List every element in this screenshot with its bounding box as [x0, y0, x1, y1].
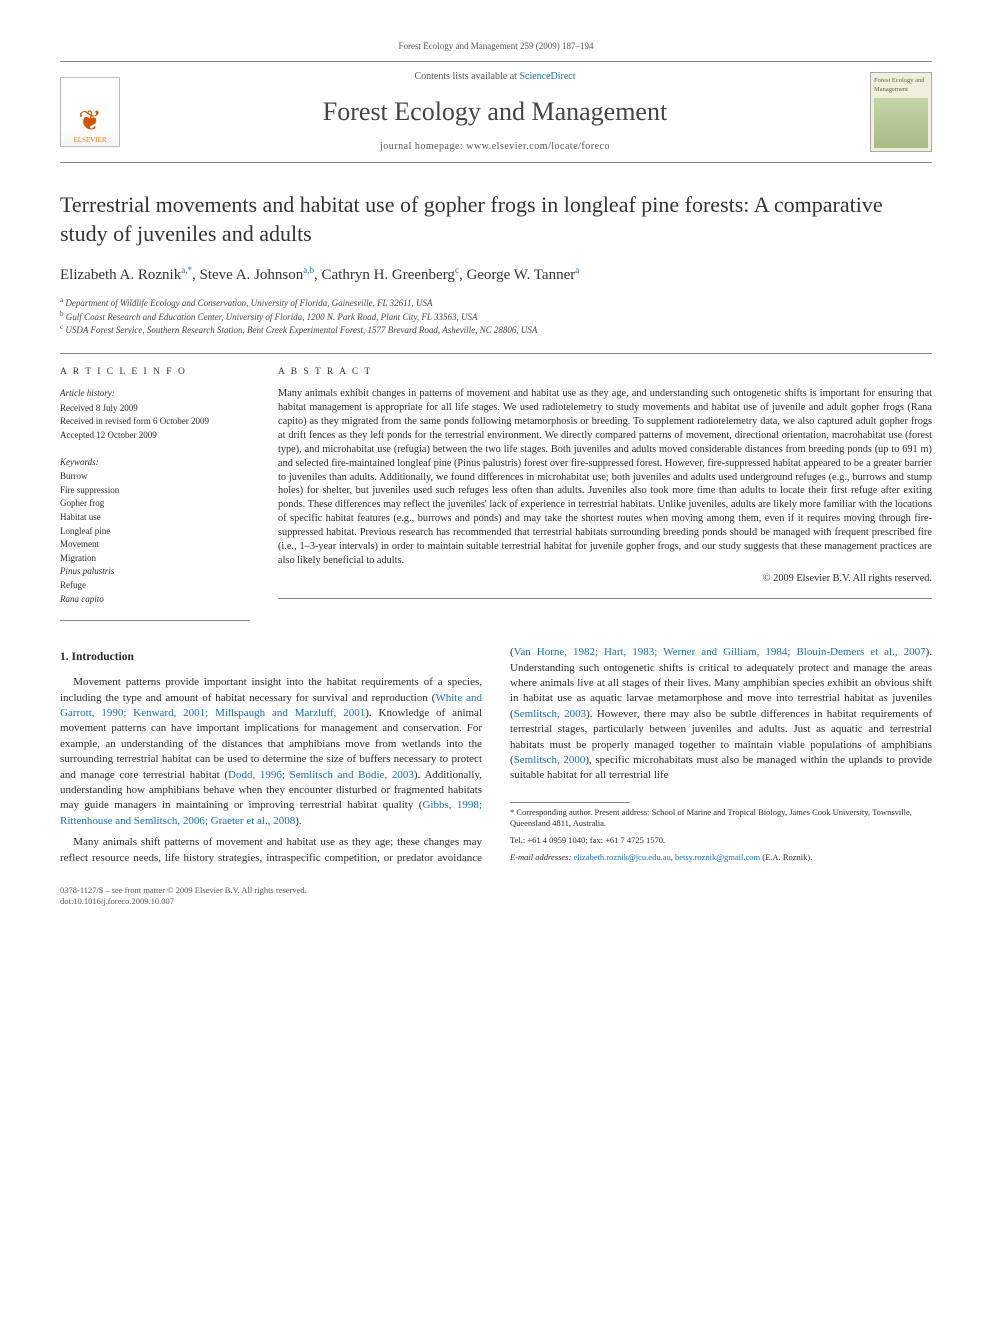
- article-title: Terrestrial movements and habitat use of…: [60, 191, 932, 248]
- history-received: Received 8 July 2009: [60, 402, 250, 415]
- affiliation-c: c USDA Forest Service, Southern Research…: [60, 323, 932, 337]
- keyword: Migration: [60, 552, 250, 565]
- article-info: A R T I C L E I N F O Article history: R…: [60, 366, 250, 621]
- citation-link[interactable]: Van Horne, 1982; Hart, 1983; Werner and …: [514, 646, 926, 658]
- corresponding-author: * Corresponding author. Present address:…: [510, 807, 932, 829]
- keyword: Refuge: [60, 579, 250, 592]
- footnote-rule: [510, 802, 630, 803]
- affiliation-a: a Department of Wildlife Ecology and Con…: [60, 296, 932, 310]
- sciencedirect-link[interactable]: ScienceDirect: [519, 71, 575, 82]
- corr-tel: Tel.: +61 4 0959 1040; fax: +61 7 4725 1…: [510, 835, 932, 846]
- citation-link[interactable]: Semlitsch, 2003: [514, 708, 586, 720]
- affiliations: a Department of Wildlife Ecology and Con…: [60, 296, 932, 337]
- doi-line: doi:10.1016/j.foreco.2009.10.007: [60, 896, 932, 907]
- homepage-url[interactable]: www.elsevier.com/locate/foreco: [466, 141, 610, 152]
- keywords-head: Keywords:: [60, 456, 250, 469]
- section-heading-intro: 1. Introduction: [60, 649, 482, 665]
- corr-email: E-mail addresses: elizabeth.roznik@jcu.e…: [510, 852, 932, 863]
- email-label: E-mail addresses:: [510, 852, 571, 862]
- issn-line: 0378-1127/$ – see front matter © 2009 El…: [60, 885, 932, 896]
- keyword: Fire suppression: [60, 484, 250, 497]
- footnote-block: * Corresponding author. Present address:…: [510, 802, 932, 863]
- masthead-center: Contents lists available at ScienceDirec…: [134, 70, 856, 154]
- cover-image-icon: [874, 98, 928, 148]
- article-info-heading: A R T I C L E I N F O: [60, 366, 250, 379]
- homepage-line: journal homepage: www.elsevier.com/locat…: [134, 140, 856, 154]
- email-whom: (E.A. Roznik).: [762, 852, 812, 862]
- elsevier-label: ELSEVIER: [73, 136, 106, 146]
- bottom-bar: 0378-1127/$ – see front matter © 2009 El…: [60, 885, 932, 907]
- running-header: Forest Ecology and Management 259 (2009)…: [60, 40, 932, 53]
- abstract-column: A B S T R A C T Many animals exhibit cha…: [278, 366, 932, 621]
- email-link-1[interactable]: elizabeth.roznik@jcu.edu.au: [573, 852, 670, 862]
- homepage-prefix: journal homepage:: [380, 141, 466, 152]
- authors: Elizabeth A. Roznika,*, Steve A. Johnson…: [60, 264, 932, 286]
- keyword: Habitat use: [60, 511, 250, 524]
- citation-link[interactable]: Dodd, 1996; Semlitsch and Bodie, 2003: [228, 769, 414, 781]
- keyword-latin: Pinus palustris: [60, 565, 250, 578]
- masthead: ❦ ELSEVIER Contents lists available at S…: [60, 61, 932, 163]
- contents-line: Contents lists available at ScienceDirec…: [134, 70, 856, 84]
- email-link-2[interactable]: betsy.roznik@gmail.com: [675, 852, 760, 862]
- journal-name: Forest Ecology and Management: [134, 94, 856, 130]
- history-head: Article history:: [60, 387, 250, 400]
- history-accepted: Accepted 12 October 2009: [60, 429, 250, 442]
- info-abstract-row: A R T I C L E I N F O Article history: R…: [60, 353, 932, 621]
- elsevier-tree-icon: ❦: [78, 108, 101, 136]
- affiliation-b: b Gulf Coast Research and Education Cent…: [60, 310, 932, 324]
- journal-cover-thumbnail: Forest Ecology and Management: [870, 72, 932, 152]
- abstract-copyright: © 2009 Elsevier B.V. All rights reserved…: [278, 572, 932, 586]
- elsevier-logo: ❦ ELSEVIER: [60, 77, 120, 147]
- citation-link[interactable]: Semlitsch, 2000: [514, 754, 586, 766]
- keyword-latin: Rana capito: [60, 593, 250, 606]
- history-revised: Received in revised form 6 October 2009: [60, 415, 250, 428]
- contents-prefix: Contents lists available at: [414, 71, 519, 82]
- intro-paragraph-1: Movement patterns provide important insi…: [60, 675, 482, 829]
- body-columns: 1. Introduction Movement patterns provid…: [60, 645, 932, 867]
- keyword: Burrow: [60, 470, 250, 483]
- keywords-block: Keywords: Burrow Fire suppression Gopher…: [60, 456, 250, 606]
- keyword: Longleaf pine: [60, 525, 250, 538]
- keyword: Movement: [60, 538, 250, 551]
- abstract-text: Many animals exhibit changes in patterns…: [278, 387, 932, 598]
- cover-title: Forest Ecology and Management: [874, 76, 928, 94]
- abstract-heading: A B S T R A C T: [278, 366, 932, 379]
- keyword: Gopher frog: [60, 497, 250, 510]
